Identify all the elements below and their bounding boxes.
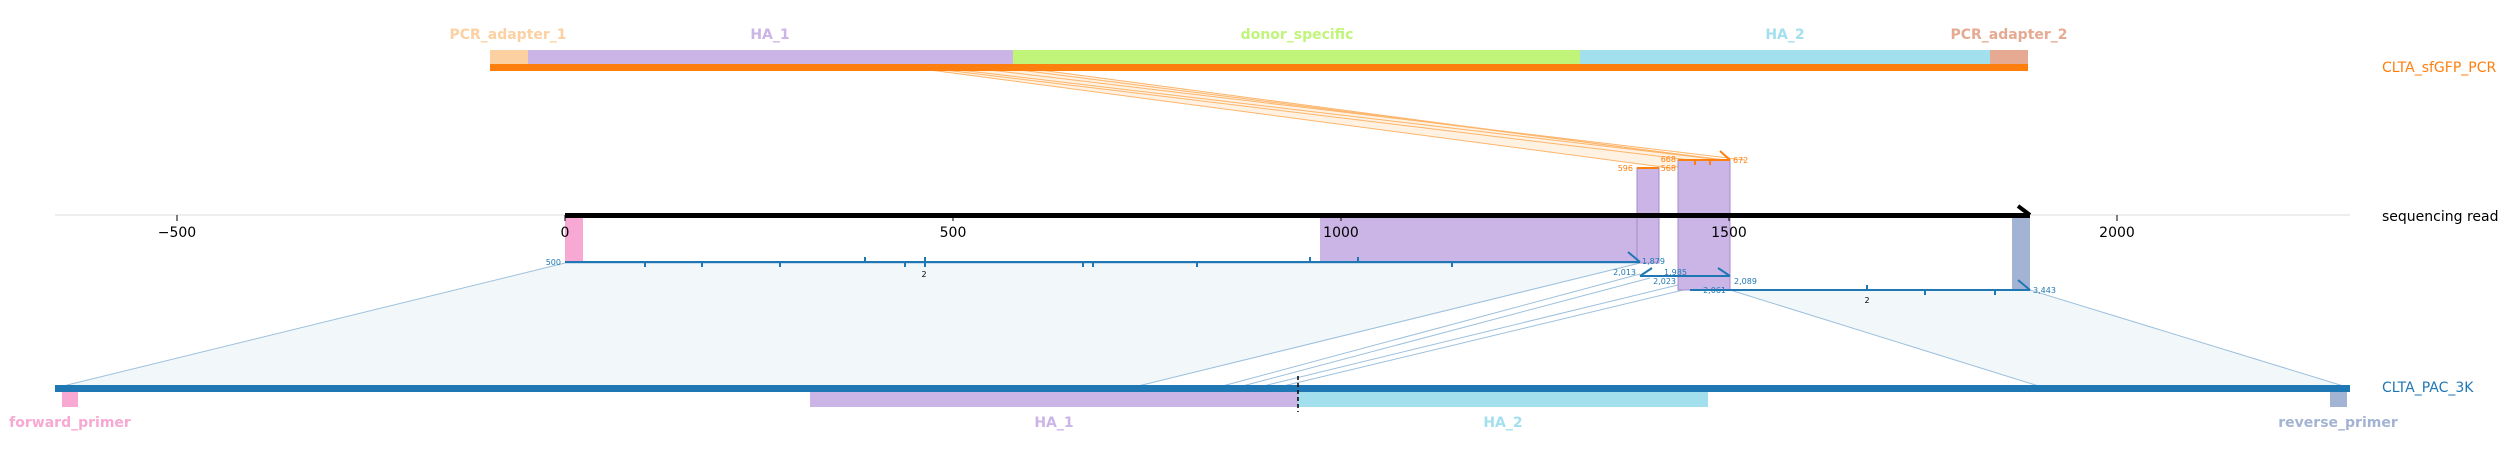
pcr-feature-ha-1 <box>528 50 1013 65</box>
pac-feature-label-forward-primer: forward_primer <box>9 415 131 431</box>
pac-feature-label-ha-1: HA_1 <box>1034 415 1073 431</box>
pcr-feature-donor-specific <box>1013 50 1580 65</box>
pcr-alignment-end-label: 672 <box>1733 156 1748 165</box>
read-track-name: sequencing read <box>2382 209 2498 225</box>
read-feature-ha-1 <box>1320 215 1640 263</box>
pac-feature-ha-1 <box>810 391 1298 407</box>
pcr-alignments-on-read: 596 668 568 672 <box>1618 150 1748 173</box>
pac-alignment-3-end-label: 3,443 <box>2033 286 2056 295</box>
pac-track-bar <box>55 385 2350 392</box>
pac-alignment-2-inner-label-2: 2,089 <box>1734 277 1757 286</box>
pcr-feature-pcr-adapter-2 <box>1990 50 2028 65</box>
pac-alignment-2-end-label: 1,985 <box>1664 268 1687 277</box>
read-bar <box>565 213 2030 218</box>
pac-alignment-1-count-label: 2 <box>921 270 926 279</box>
pcr-track-name: CLTA_sfGFP_PCR <box>2382 60 2496 76</box>
read-feature-ha-2-block <box>1677 159 1731 291</box>
pac-alignment-3-count-label: 2 <box>1864 296 1869 305</box>
read-tick-label: 500 <box>940 225 967 241</box>
pac-alignment-2-end <box>1717 267 1731 277</box>
read-tick-label: 0 <box>561 225 570 241</box>
read-to-pac-connections <box>54 262 2351 389</box>
pac-alignment-3-start-label: 2,061 <box>1703 286 1726 295</box>
pcr-feature-label-pcr-adapter-1: PCR_adapter_1 <box>449 27 566 43</box>
read-tick-label: −500 <box>158 225 196 241</box>
pac-alignment-2-start-label: 2,013 <box>1613 268 1636 277</box>
pac-feature-ha-2 <box>1298 391 1708 407</box>
pac-alignment-1-end <box>1627 251 1641 263</box>
pcr-feature-ha-2 <box>1580 50 1990 65</box>
read-ticks: −500 0 500 1000 1500 2000 <box>158 215 2135 241</box>
pcr-connection-line <box>1019 69 1726 161</box>
pac-alignment-3-ticks <box>1866 285 1996 295</box>
read-tick-label: 2000 <box>2099 225 2135 241</box>
pac-alignment-1-end-label: 1,879 <box>1642 257 1665 266</box>
pcr-feature-label-ha-1: HA_1 <box>750 27 789 43</box>
pac-connection-line <box>1214 273 1641 389</box>
pac-alignment-1-start-label: 500 <box>546 258 561 267</box>
pcr-connection-line <box>989 69 1746 161</box>
read-feature-forward-primer <box>565 215 583 263</box>
pac-alignment-3-end <box>2017 279 2031 291</box>
pcr-feature-pcr-adapter-1 <box>490 50 528 65</box>
pac-alignment-2-start <box>1639 267 1653 277</box>
read-feature-reverse-primer <box>2012 215 2030 290</box>
pac-connection-band-left <box>54 262 1641 389</box>
pac-track: forward_primer HA_1 HA_2 reverse_primer … <box>9 376 2474 431</box>
pac-connection-line <box>1274 285 1701 389</box>
pac-connection-band-right <box>1729 289 2351 389</box>
pac-alignments-on-read: 500 1,879 2 2,013 1,985 2,023 2,089 2,06… <box>546 251 2056 305</box>
pac-alignment-1-ticks <box>644 257 1453 267</box>
pcr-connection-line <box>959 69 1706 159</box>
pcr-alignment-b-end <box>1719 150 1731 161</box>
pcr-track: PCR_adapter_1 HA_1 donor_specific HA_2 P… <box>449 27 2496 76</box>
pac-track-name: CLTA_PAC_3K <box>2382 380 2474 396</box>
pac-connection-line <box>1254 281 1691 389</box>
pac-alignment-2-inner-label-1: 2,023 <box>1653 277 1676 286</box>
read-tick-label: 1500 <box>1711 225 1747 241</box>
pcr-alignment-mid-label-2: 568 <box>1661 164 1676 173</box>
pcr-track-bar <box>490 64 2028 71</box>
pac-feature-label-reverse-primer: reverse_primer <box>2278 415 2398 431</box>
pcr-alignment-start-label: 596 <box>1618 164 1633 173</box>
pac-feature-label-ha-2: HA_2 <box>1483 415 1522 431</box>
pac-connection-line <box>1234 277 1651 389</box>
pcr-feature-label-donor-specific: donor_specific <box>1241 27 1354 43</box>
pcr-to-read-connections <box>929 69 1746 169</box>
pcr-connection-line <box>944 69 1691 161</box>
read-end-arrow <box>2016 204 2032 217</box>
pac-feature-reverse-primer <box>2330 391 2347 407</box>
pcr-connection-band <box>929 69 1721 169</box>
pcr-feature-label-pcr-adapter-2: PCR_adapter_2 <box>1950 27 2067 43</box>
read-track: sequencing read −500 0 500 1000 1500 2000 <box>55 159 2498 291</box>
pac-feature-forward-primer <box>62 391 78 407</box>
pcr-feature-label-ha-2: HA_2 <box>1765 27 1804 43</box>
read-tick-label: 1000 <box>1323 225 1359 241</box>
pcr-alignment-mid-label-1: 668 <box>1661 155 1676 164</box>
pcr-alignment-ticks <box>1694 160 1711 165</box>
